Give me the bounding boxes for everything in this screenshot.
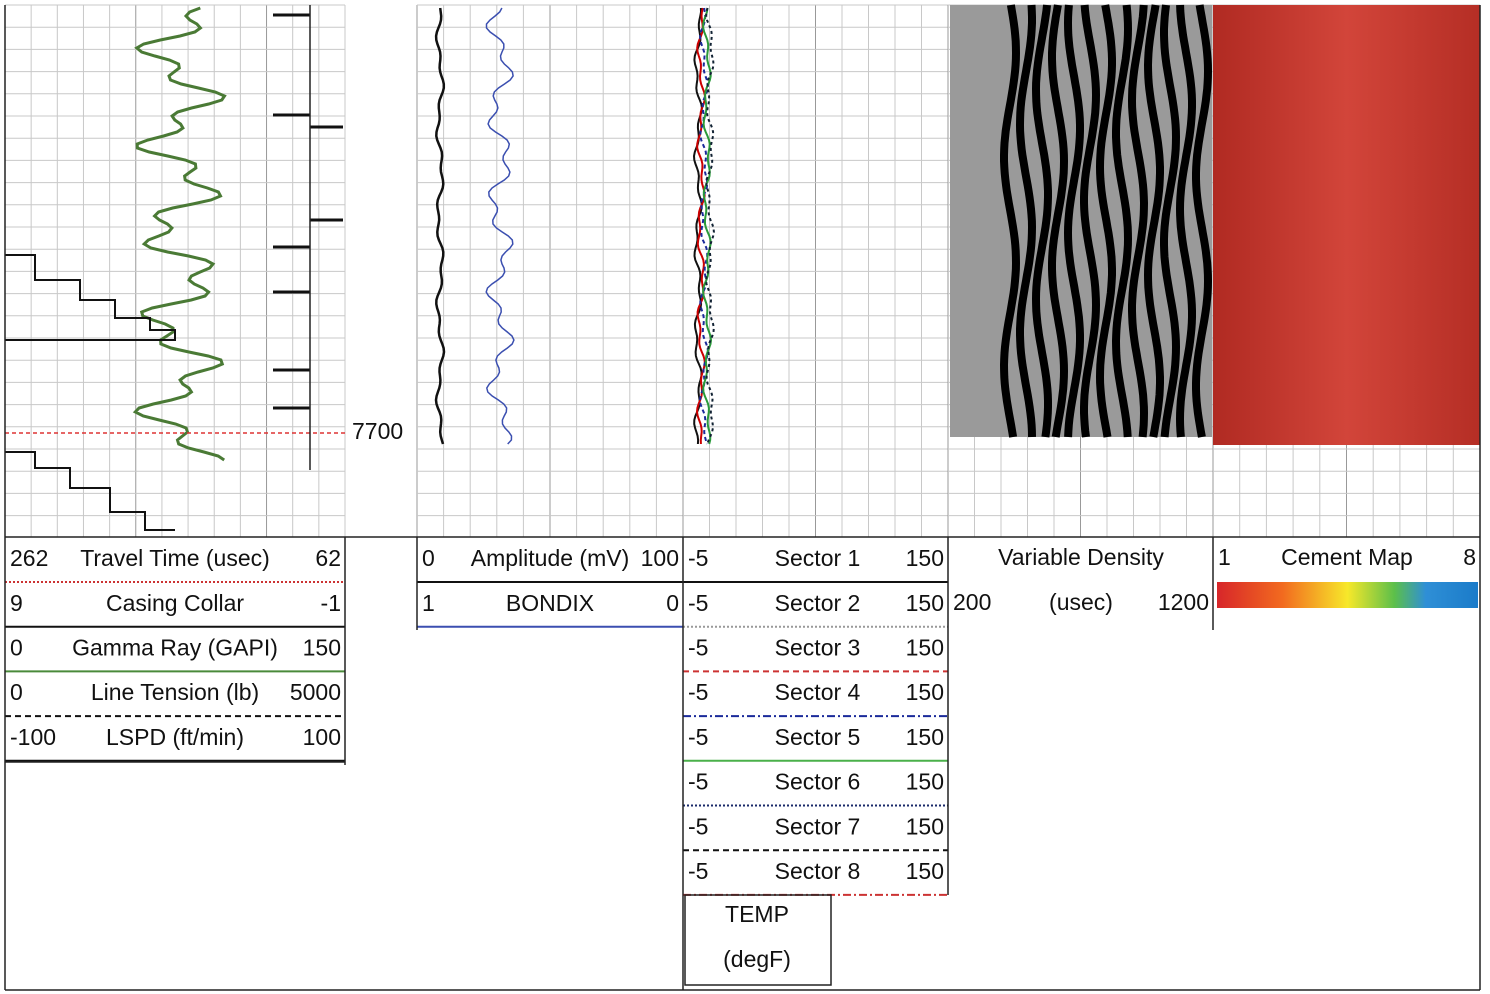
curve-right: 100 bbox=[641, 545, 679, 571]
curve-left: -5 bbox=[688, 769, 708, 795]
curve-name: Amplitude (mV) bbox=[471, 545, 629, 571]
curve bbox=[698, 7, 710, 445]
curve-name: BONDIX bbox=[506, 590, 594, 616]
curve-right: 150 bbox=[303, 634, 341, 660]
cmap-right: 8 bbox=[1463, 544, 1476, 570]
curve-right: 150 bbox=[906, 590, 944, 616]
curve-left: 9 bbox=[10, 590, 23, 616]
curve-name: LSPD (ft/min) bbox=[106, 724, 244, 750]
curve-name: Sector 7 bbox=[775, 813, 861, 839]
depth-label: 7700 bbox=[352, 418, 403, 444]
curve-name: Sector 4 bbox=[775, 679, 861, 705]
curves bbox=[5, 6, 715, 531]
vdl-stripes bbox=[999, 4, 1213, 438]
curve-name: Gamma Ray (GAPI) bbox=[72, 634, 278, 660]
curve-left: 0 bbox=[422, 545, 435, 571]
vdl-stripe bbox=[999, 4, 1021, 438]
curve bbox=[5, 254, 176, 531]
curve-left: -5 bbox=[688, 813, 708, 839]
curve bbox=[434, 7, 446, 445]
curve-left: -5 bbox=[688, 679, 708, 705]
vdl-stripe bbox=[1160, 4, 1181, 438]
curve-name: Sector 2 bbox=[775, 590, 861, 616]
vdl-stripe bbox=[1063, 4, 1084, 438]
cmap-left: 1 bbox=[1218, 544, 1231, 570]
curve-name: Sector 6 bbox=[775, 769, 861, 795]
curve bbox=[132, 6, 227, 462]
curve-left: -5 bbox=[688, 545, 708, 571]
curve-name: Casing Collar bbox=[106, 590, 244, 616]
curve-left: 0 bbox=[10, 679, 23, 705]
vdl-stripe bbox=[1192, 4, 1213, 438]
curve-left: -100 bbox=[10, 724, 56, 750]
vdl-stripe bbox=[1143, 4, 1164, 438]
curve-left: -5 bbox=[688, 634, 708, 660]
curve-right: 150 bbox=[906, 634, 944, 660]
curve-right: 0 bbox=[666, 590, 679, 616]
vdl-stripe bbox=[1111, 4, 1133, 438]
vdl-stripe bbox=[1080, 4, 1101, 438]
curve-right: 150 bbox=[906, 679, 944, 705]
curve-left: 262 bbox=[10, 545, 48, 571]
curve-right: 150 bbox=[906, 813, 944, 839]
temp-label: TEMP bbox=[725, 901, 789, 927]
curve-right: 150 bbox=[906, 769, 944, 795]
curve bbox=[485, 7, 515, 445]
curve-name: Sector 8 bbox=[775, 858, 861, 884]
curve-right: 150 bbox=[906, 858, 944, 884]
curve-name: Line Tension (lb) bbox=[91, 679, 259, 705]
curve-right: -1 bbox=[321, 590, 341, 616]
temp-unit: (degF) bbox=[723, 946, 791, 972]
curve-name: Sector 1 bbox=[775, 545, 861, 571]
vdl-title: Variable Density bbox=[998, 544, 1164, 570]
curve-left: -5 bbox=[688, 858, 708, 884]
curve-left: -5 bbox=[688, 590, 708, 616]
curve-name: Sector 3 bbox=[775, 634, 861, 660]
vdl-unit: (usec) bbox=[1049, 589, 1113, 615]
curve bbox=[704, 7, 715, 445]
curve-right: 62 bbox=[315, 545, 341, 571]
header: 262 Travel Time (usec) 629 Casing Collar -10… bbox=[5, 544, 1476, 972]
vdl-stripe bbox=[1127, 4, 1149, 438]
color-bar bbox=[1217, 582, 1478, 608]
frame bbox=[4, 5, 1481, 991]
vdl-right: 1200 bbox=[1158, 589, 1209, 615]
vdl-stripe bbox=[1048, 4, 1069, 438]
curve bbox=[692, 7, 703, 445]
curve-name: Travel Time (usec) bbox=[80, 545, 270, 571]
vdl-stripe bbox=[1095, 4, 1116, 438]
curve-left: -5 bbox=[688, 724, 708, 750]
cmap-title: Cement Map bbox=[1281, 544, 1413, 570]
vdl-stripe bbox=[1015, 4, 1037, 438]
vdl-stripe bbox=[1175, 4, 1196, 438]
curve-left: 0 bbox=[10, 634, 23, 660]
cement-map-image bbox=[1213, 5, 1480, 445]
curve-left: 1 bbox=[422, 590, 435, 616]
curve-right: 150 bbox=[906, 545, 944, 571]
curve-right: 150 bbox=[906, 724, 944, 750]
curve-right: 5000 bbox=[290, 679, 341, 705]
vdl-stripe bbox=[1031, 4, 1052, 438]
vdl-left: 200 bbox=[953, 589, 991, 615]
curve-right: 100 bbox=[303, 724, 341, 750]
curve-name: Sector 5 bbox=[775, 724, 861, 750]
